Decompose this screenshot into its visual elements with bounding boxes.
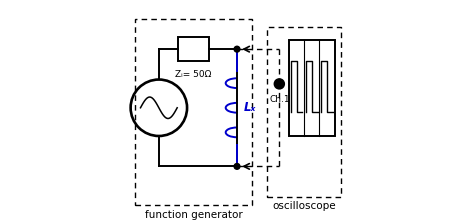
Circle shape — [277, 82, 282, 86]
Text: function generator: function generator — [145, 210, 243, 220]
Bar — [178, 37, 209, 61]
Circle shape — [235, 164, 239, 169]
Text: oscilloscope: oscilloscope — [273, 201, 336, 211]
Bar — [289, 40, 335, 136]
Circle shape — [235, 47, 239, 52]
Text: Ch.1: Ch.1 — [269, 95, 290, 104]
Text: Lₓ: Lₓ — [244, 101, 256, 114]
Circle shape — [274, 79, 284, 89]
Text: Zᵢ= 50Ω: Zᵢ= 50Ω — [175, 70, 212, 79]
